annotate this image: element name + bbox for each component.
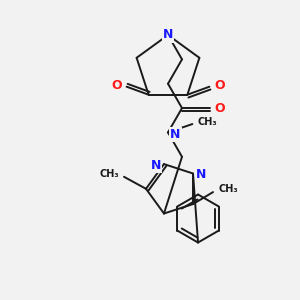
- Text: O: O: [214, 79, 225, 92]
- Text: CH₃: CH₃: [218, 184, 238, 194]
- Text: N: N: [151, 159, 161, 172]
- Text: N: N: [196, 168, 206, 181]
- Text: CH₃: CH₃: [99, 169, 119, 179]
- Text: O: O: [111, 79, 122, 92]
- Text: O: O: [215, 102, 225, 115]
- Text: CH₃: CH₃: [197, 117, 217, 127]
- Text: N: N: [163, 28, 173, 41]
- Text: N: N: [170, 128, 180, 141]
